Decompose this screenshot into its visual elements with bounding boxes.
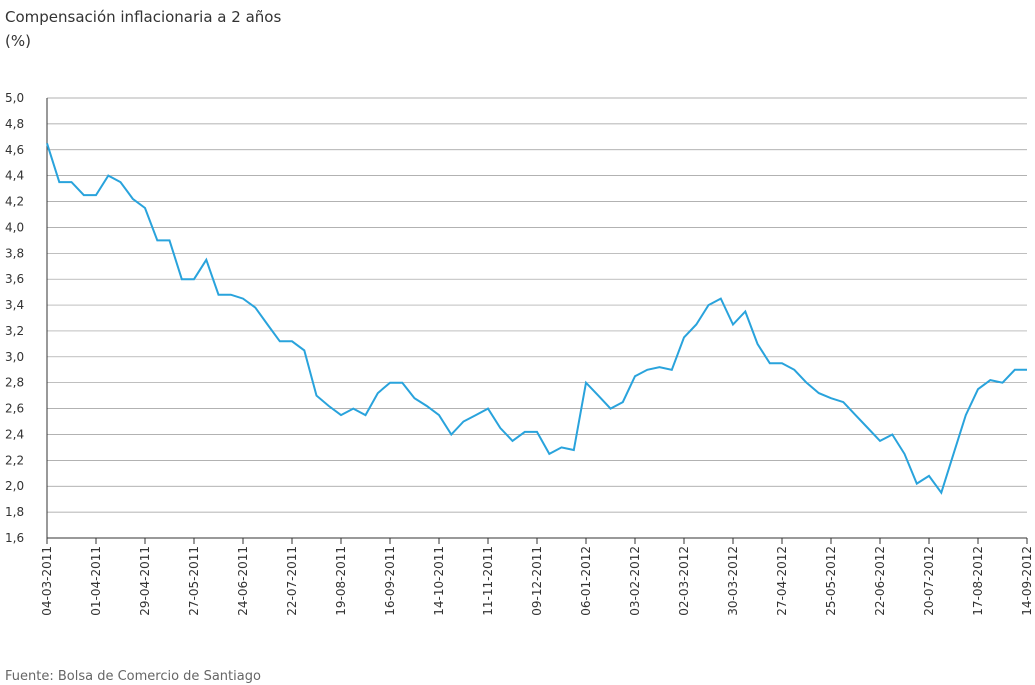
y-tick-label: 2,4 [5, 427, 24, 441]
y-tick-label: 4,2 [5, 195, 24, 209]
x-tick-label: 06-01-2012 [579, 546, 593, 616]
x-tick-label: 16-09-2011 [383, 546, 397, 616]
x-tick-label: 25-05-2012 [824, 546, 838, 616]
y-tick-label: 1,8 [5, 505, 24, 519]
x-tick-label: 14-09-2012 [1020, 546, 1034, 616]
x-tick-label: 02-03-2012 [677, 546, 691, 616]
y-tick-label: 3,2 [5, 324, 24, 338]
x-tick-label: 27-04-2012 [775, 546, 789, 616]
x-tick-label: 03-02-2012 [628, 546, 642, 616]
x-tick-label: 20-07-2012 [922, 546, 936, 616]
x-tick-label: 30-03-2012 [726, 546, 740, 616]
series-line [46, 142, 1027, 495]
x-tick-label: 11-11-2011 [481, 546, 495, 616]
y-tick-label: 2,6 [5, 402, 24, 416]
chart-subtitle: (%) [5, 32, 31, 50]
y-tick-label: 3,4 [5, 298, 24, 312]
y-tick-label: 4,4 [5, 169, 24, 183]
x-tick-label: 24-06-2011 [236, 546, 250, 616]
y-tick-label: 1,6 [5, 531, 24, 545]
x-tick-label: 04-03-2011 [40, 546, 54, 616]
source: Fuente: Bolsa de Comercio de Santiago [5, 669, 261, 684]
x-tick-label: 14-10-2011 [432, 546, 446, 616]
y-tick-label: 3,0 [5, 350, 24, 364]
y-tick-label: 2,8 [5, 376, 24, 390]
x-tick-label: 19-08-2011 [334, 546, 348, 616]
x-tick-label: 22-06-2012 [873, 546, 887, 616]
y-tick-label: 5,0 [5, 91, 24, 105]
x-tick-label: 22-07-2011 [285, 546, 299, 616]
y-tick-label: 2,2 [5, 453, 24, 467]
x-tick-label: 01-04-2011 [89, 546, 103, 616]
y-tick-label: 4,0 [5, 220, 24, 234]
chart-title: Compensación inflacionaria a 2 años [5, 8, 281, 26]
y-tick-label: 3,6 [5, 272, 24, 286]
x-tick-label: 17-08-2012 [971, 546, 985, 616]
y-tick-label: 4,8 [5, 117, 24, 131]
x-tick-label: 27-05-2011 [187, 546, 201, 616]
x-tick-label: 09-12-2011 [530, 546, 544, 616]
y-tick-label: 3,8 [5, 246, 24, 260]
x-tick-label: 29-04-2011 [138, 546, 152, 616]
y-tick-label: 2,0 [5, 479, 24, 493]
y-tick-label: 4,6 [5, 143, 24, 157]
